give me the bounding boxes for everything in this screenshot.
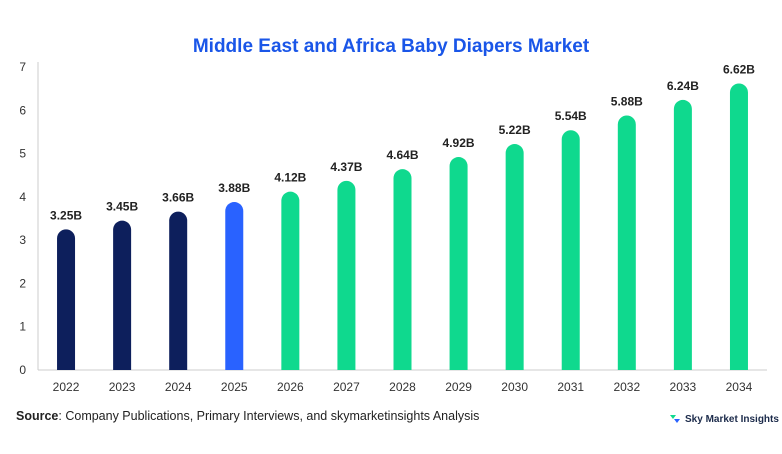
bar-2033 bbox=[673, 99, 692, 370]
y-tick-label: 6 bbox=[19, 103, 26, 117]
bar-2027 bbox=[337, 180, 356, 370]
data-label-2025: 3.88B bbox=[218, 181, 250, 195]
data-label-2024: 3.66B bbox=[162, 191, 194, 205]
x-tick-label: 2027 bbox=[333, 380, 360, 394]
data-label-2031: 5.54B bbox=[555, 109, 587, 123]
sky-market-insights-logo-icon bbox=[670, 415, 680, 423]
x-tick-label: 2030 bbox=[501, 380, 528, 394]
x-tick-label: 2028 bbox=[389, 380, 416, 394]
y-tick-label: 2 bbox=[19, 276, 26, 290]
bar-2025 bbox=[225, 202, 244, 370]
x-tick-label: 2034 bbox=[726, 380, 753, 394]
bar-2028 bbox=[393, 169, 412, 370]
source-text: : Company Publications, Primary Intervie… bbox=[58, 409, 480, 423]
brand-name: Sky Market Insights bbox=[685, 413, 779, 425]
x-tick-label: 2022 bbox=[53, 380, 80, 394]
data-label-2028: 4.64B bbox=[386, 148, 418, 162]
bars bbox=[57, 83, 748, 370]
data-label-2029: 4.92B bbox=[443, 136, 475, 150]
bar-2023 bbox=[113, 220, 132, 370]
x-tick-label: 2029 bbox=[445, 380, 472, 394]
y-tick-label: 5 bbox=[19, 147, 26, 161]
bar-2022 bbox=[57, 229, 76, 370]
x-tick-label: 2032 bbox=[613, 380, 640, 394]
data-label-2032: 5.88B bbox=[611, 94, 643, 108]
data-labels: 3.25B 3.45B 3.66B 3.88B 4.12B 4.37B 4.64B 4.92B… bbox=[50, 62, 755, 222]
x-axis: 2022 2023 2024 2025 2026 2027 2028 2029 2030 2031… bbox=[38, 369, 767, 394]
y-tick-label: 1 bbox=[19, 320, 26, 334]
y-tick-label: 4 bbox=[19, 190, 26, 204]
y-tick-label: 7 bbox=[19, 60, 26, 74]
y-tick-label: 0 bbox=[19, 363, 26, 377]
data-label-2034: 6.62B bbox=[723, 62, 755, 76]
x-tick-label: 2024 bbox=[165, 380, 192, 394]
data-label-2030: 5.22B bbox=[499, 123, 531, 137]
bar-2026 bbox=[281, 191, 300, 370]
bar-2030 bbox=[505, 144, 524, 370]
data-label-2026: 4.12B bbox=[274, 171, 306, 185]
source-note: Source: Company Publications, Primary In… bbox=[16, 409, 479, 423]
x-tick-label: 2026 bbox=[277, 380, 304, 394]
data-label-2033: 6.24B bbox=[667, 79, 699, 93]
source-label: Source bbox=[16, 409, 59, 423]
bar-chart: Middle East and Africa Baby Diapers Mark… bbox=[19, 36, 767, 394]
bar-2032 bbox=[617, 115, 636, 370]
chart-title: Middle East and Africa Baby Diapers Mark… bbox=[193, 36, 590, 57]
y-tick-label: 3 bbox=[19, 233, 26, 247]
x-tick-label: 2033 bbox=[670, 380, 697, 394]
bar-2031 bbox=[561, 130, 580, 370]
bar-2034 bbox=[729, 83, 748, 370]
bar-2029 bbox=[449, 157, 468, 370]
x-tick-label: 2025 bbox=[221, 380, 248, 394]
x-tick-label: 2031 bbox=[557, 380, 584, 394]
data-label-2027: 4.37B bbox=[330, 160, 362, 174]
brand-logo: Sky Market Insights bbox=[668, 412, 779, 426]
y-axis: 0 1 2 3 4 5 6 7 bbox=[19, 60, 39, 377]
x-tick-label: 2023 bbox=[109, 380, 136, 394]
bar-2024 bbox=[169, 211, 188, 370]
data-label-2022: 3.25B bbox=[50, 208, 82, 222]
data-label-2023: 3.45B bbox=[106, 200, 138, 214]
